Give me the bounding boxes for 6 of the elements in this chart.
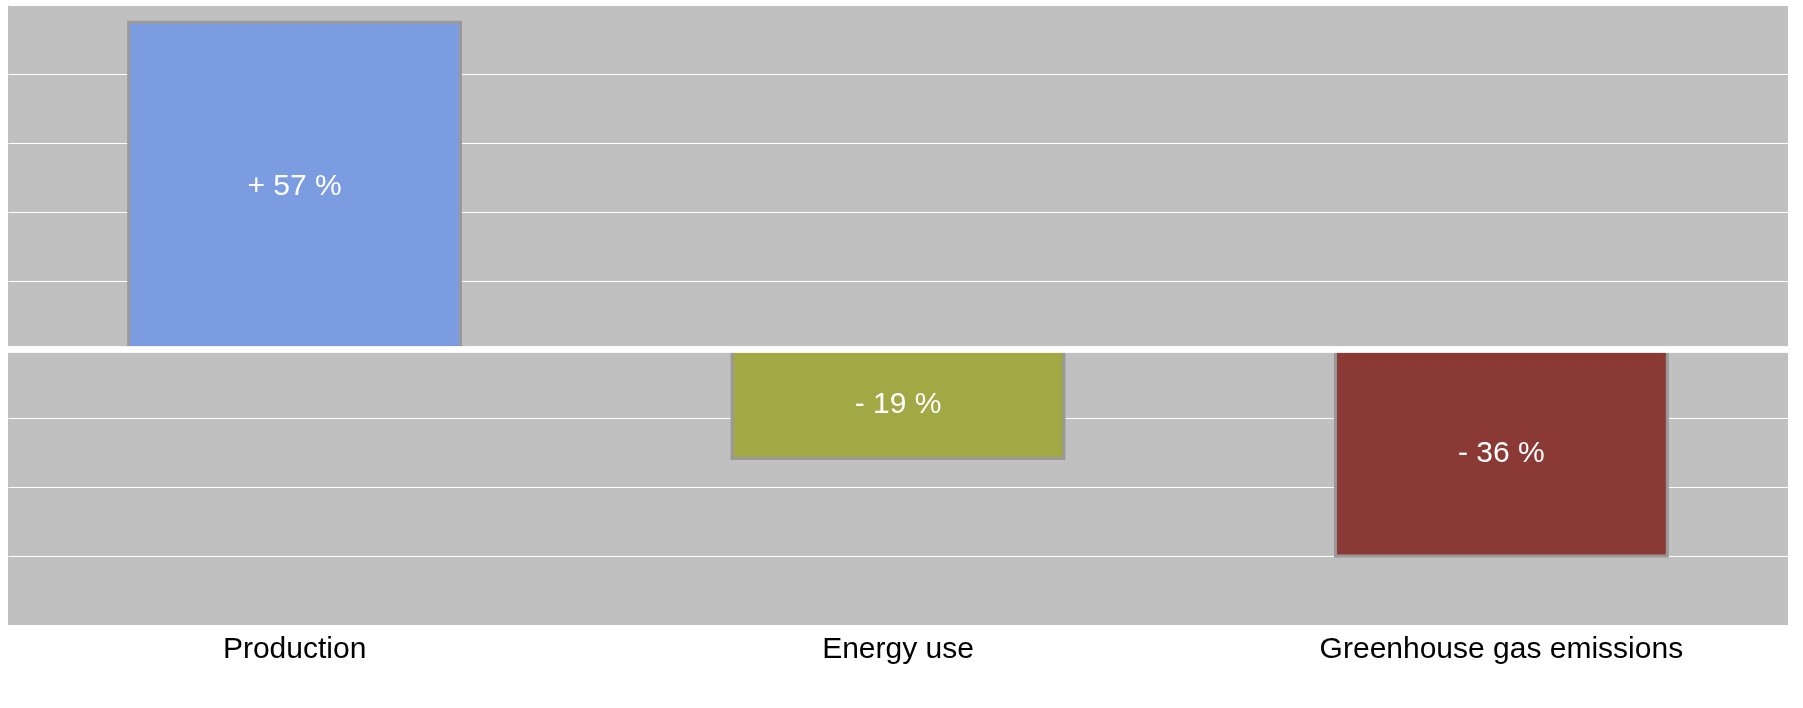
x-tick-label: Energy use [822, 630, 974, 664]
data-label: - 19 % [854, 385, 942, 419]
x-tick-label: Greenhouse gas emissions [1319, 630, 1684, 664]
data-label: + 57 % [247, 167, 342, 201]
x-tick-label: Production [222, 630, 367, 664]
data-label: - 36 % [1458, 434, 1545, 468]
